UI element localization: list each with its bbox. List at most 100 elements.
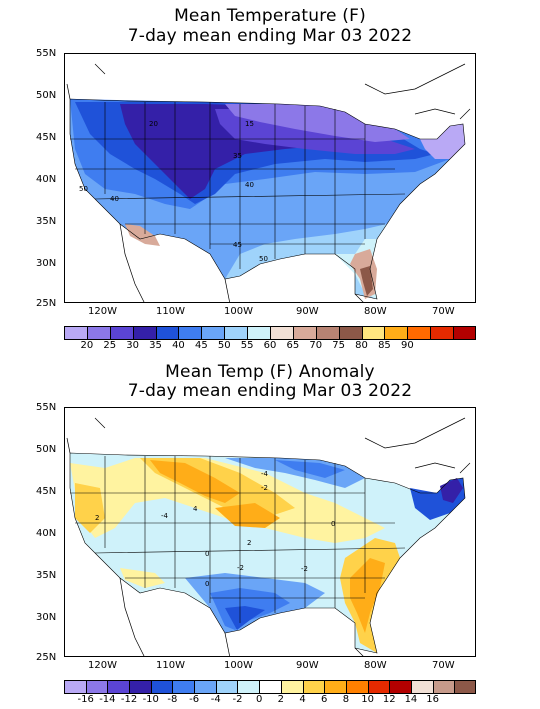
colorbar-tick-label: -10 — [142, 694, 159, 705]
map1-contour-label: 35 — [233, 152, 242, 160]
colorbar-tick-label: 8 — [342, 694, 350, 705]
colorbar-tick-label: 65 — [286, 340, 300, 351]
colorbar-swatch — [259, 680, 282, 694]
map2-contour-label: 2 — [95, 514, 99, 522]
map2-contour-label: 4 — [193, 505, 198, 513]
map2-contour-labels: -4 -2 4 2 0 -2 0 -4 -2 2 0 — [95, 470, 335, 588]
map2-contour-label: -2 — [237, 564, 244, 572]
colorbar-swatch — [178, 326, 202, 340]
map1-northeast-region — [420, 124, 465, 159]
map1-coastlines — [66, 63, 471, 302]
map2-texas-colder-region — [225, 606, 265, 630]
map1-lat-label: 40N — [36, 174, 57, 185]
colorbar-swatch — [430, 326, 454, 340]
colorbar-tick-label: -6 — [189, 694, 200, 705]
colorbar-tick-label: 80 — [355, 340, 368, 351]
map1-panel: 20 15 35 40 40 45 50 50 — [64, 53, 476, 303]
map1-contour-labels: 20 15 35 40 40 45 50 50 — [79, 120, 268, 263]
colorbar-swatch — [64, 326, 88, 340]
colorbar-swatch — [247, 326, 271, 340]
colorbar-swatch — [237, 680, 260, 694]
map1-contour-label: 20 — [149, 120, 158, 128]
colorbar-swatch — [453, 326, 477, 340]
map1-state-borders — [69, 98, 466, 300]
colorbar-tick-label: 70 — [309, 340, 323, 351]
map2-contour-label: -2 — [301, 565, 308, 573]
colorbar-swatch — [150, 680, 173, 694]
colorbar-swatch — [432, 680, 455, 694]
map2-lat-label: 45N — [36, 486, 57, 497]
colorbar-tick-label: 20 — [80, 340, 94, 351]
map2-lon-label: 100W — [224, 660, 253, 671]
map2-lon-label: 80W — [364, 660, 387, 671]
map2-lon-label: 110W — [156, 660, 185, 671]
colorbar-swatch — [107, 680, 130, 694]
colorbar-tick-label: 40 — [172, 340, 185, 351]
map1-far-north-region — [225, 104, 410, 142]
colorbar-tick-label: 90 — [400, 340, 414, 351]
map2-northwest-hot-region — [150, 460, 240, 503]
colorbar-swatch — [224, 326, 248, 340]
colorbar-tick-label: 35 — [149, 340, 162, 351]
map2-west-warm-region — [75, 483, 105, 533]
map1-lon-label: 120W — [88, 306, 117, 317]
map2-coastlines — [66, 417, 471, 656]
map2-lon-label: 120W — [88, 660, 117, 671]
map2-title: Mean Temp (F) Anomaly — [165, 362, 375, 382]
colorbar-swatch — [315, 326, 340, 340]
colorbar-tick-label: -14 — [99, 694, 116, 705]
colorbar-swatch — [129, 680, 152, 694]
map1-lon-label: 90W — [296, 306, 319, 317]
map2-state-borders — [69, 452, 466, 654]
colorbar-tick-label: 30 — [126, 340, 140, 351]
map2-contour-label: 0 — [205, 550, 209, 558]
colorbar-tick-label: 16 — [426, 694, 439, 705]
colorbar-tick-label: 25 — [103, 340, 117, 351]
colorbar-swatch — [64, 680, 87, 694]
colorbar-tick-label: -16 — [77, 694, 94, 705]
map1-sw-warm-region — [125, 224, 160, 246]
map2-panel: -4 -2 4 2 0 -2 0 -4 -2 2 0 — [64, 407, 476, 657]
colorbar-swatch — [270, 326, 294, 340]
map1-colorbar — [64, 326, 477, 340]
colorbar-swatch — [345, 680, 369, 694]
colorbar-swatch — [389, 680, 412, 694]
map1-temperature-field: 20 15 35 40 40 45 50 50 — [66, 63, 471, 302]
map1-contour-label: 45 — [233, 241, 242, 249]
map2-lon-label: 70W — [432, 660, 455, 671]
map1-contour-label: 50 — [259, 255, 268, 263]
map2-plains-warm-region — [215, 503, 280, 528]
map2-lat-label: 25N — [36, 652, 57, 663]
map1-lat-label: 50N — [36, 90, 57, 101]
colorbar-tick-label: -2 — [232, 694, 243, 705]
map1-lon-label: 70W — [432, 306, 455, 317]
colorbar-tick-label: 60 — [263, 340, 277, 351]
colorbar-tick-label: 55 — [240, 340, 254, 351]
map1-colorbar-labels: 20 25 30 35 40 45 50 55 60 65 70 75 80 85 90 — [0, 340, 540, 354]
colorbar-swatch — [172, 680, 195, 694]
colorbar-tick-label: 4 — [299, 694, 306, 705]
map2-contour-label: 0 — [331, 520, 335, 528]
map2-lat-label: 55N — [36, 402, 57, 413]
map1-subtitle: 7-day mean ending Mar 03 2022 — [127, 26, 413, 46]
colorbar-tick-label: 45 — [194, 340, 208, 351]
map1-contour-label: 40 — [110, 195, 119, 203]
colorbar-tick-label: 2 — [277, 694, 285, 705]
map1-lat-label: 35N — [36, 216, 57, 227]
colorbar-swatch — [384, 326, 408, 340]
map1-lon-label: 110W — [156, 306, 185, 317]
colorbar-tick-label: 85 — [378, 340, 391, 351]
colorbar-swatch — [367, 680, 390, 694]
colorbar-swatch — [410, 680, 434, 694]
colorbar-tick-label: 14 — [404, 694, 418, 705]
map2-contour-label: -4 — [161, 512, 169, 520]
map2-lat-label: 40N — [36, 528, 57, 539]
map1-lon-label: 100W — [224, 306, 253, 317]
map2-contour-label: -2 — [261, 484, 268, 492]
colorbar-swatch — [454, 680, 477, 694]
map1-lat-label: 30N — [36, 258, 57, 269]
colorbar-swatch — [215, 680, 238, 694]
map2-lon-label: 90W — [296, 660, 319, 671]
colorbar-swatch — [302, 680, 325, 694]
colorbar-swatch — [338, 326, 363, 340]
